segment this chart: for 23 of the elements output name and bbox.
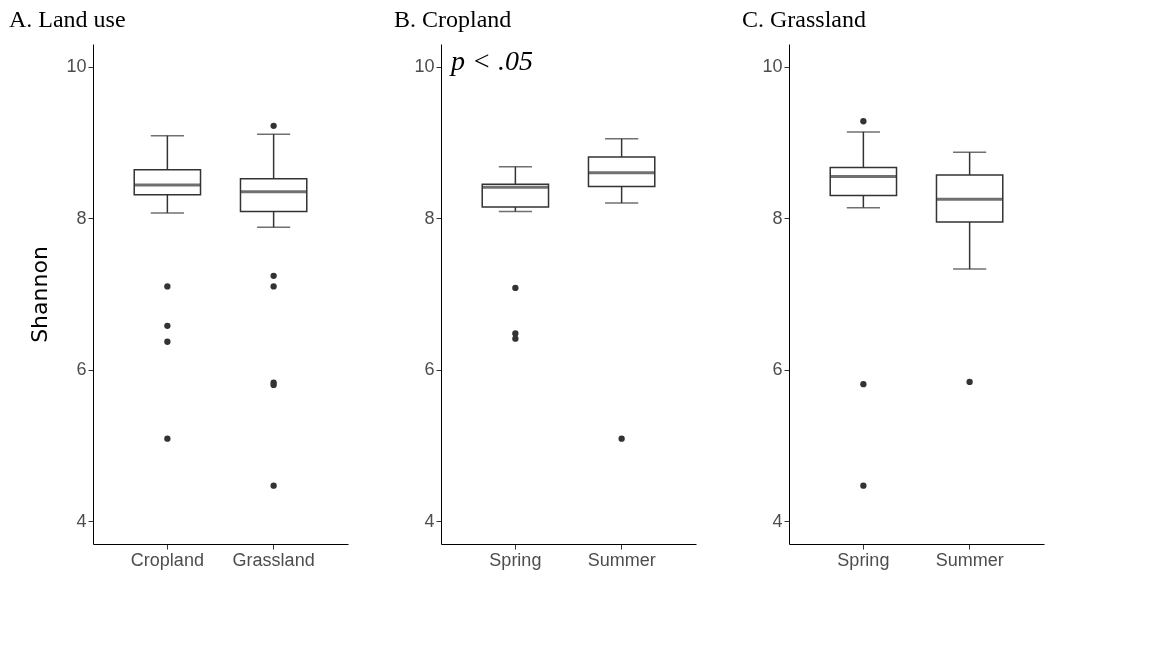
y-tick-label: 4 bbox=[424, 510, 435, 531]
y-tick-label: 8 bbox=[76, 207, 87, 228]
x-tick-label: Spring bbox=[489, 549, 542, 570]
y-tick-label: 8 bbox=[424, 207, 435, 228]
x-tick-label: Cropland bbox=[130, 549, 204, 570]
annotation: p < .05 bbox=[449, 45, 533, 76]
y-tick-label: 6 bbox=[424, 359, 435, 380]
y-tick-label: 6 bbox=[76, 359, 87, 380]
chart-title: A. Land use bbox=[8, 6, 126, 32]
y-axis-title: Shannon bbox=[27, 246, 53, 343]
y-tick-label: 10 bbox=[414, 56, 435, 77]
y-tick-label: 4 bbox=[76, 510, 87, 531]
y-tick-label: 4 bbox=[772, 510, 783, 531]
y-tick-label: 10 bbox=[66, 56, 87, 77]
chart-title: C. Grassland bbox=[741, 6, 866, 32]
chart-title: B. Cropland bbox=[393, 6, 512, 32]
y-tick-label: 10 bbox=[762, 56, 783, 77]
x-tick-label: Summer bbox=[935, 549, 1004, 570]
x-tick-label: Summer bbox=[587, 549, 656, 570]
x-tick-label: Grassland bbox=[232, 549, 315, 570]
x-tick-label: Spring bbox=[837, 549, 890, 570]
y-tick-label: 6 bbox=[772, 359, 783, 380]
y-tick-label: 8 bbox=[772, 207, 783, 228]
